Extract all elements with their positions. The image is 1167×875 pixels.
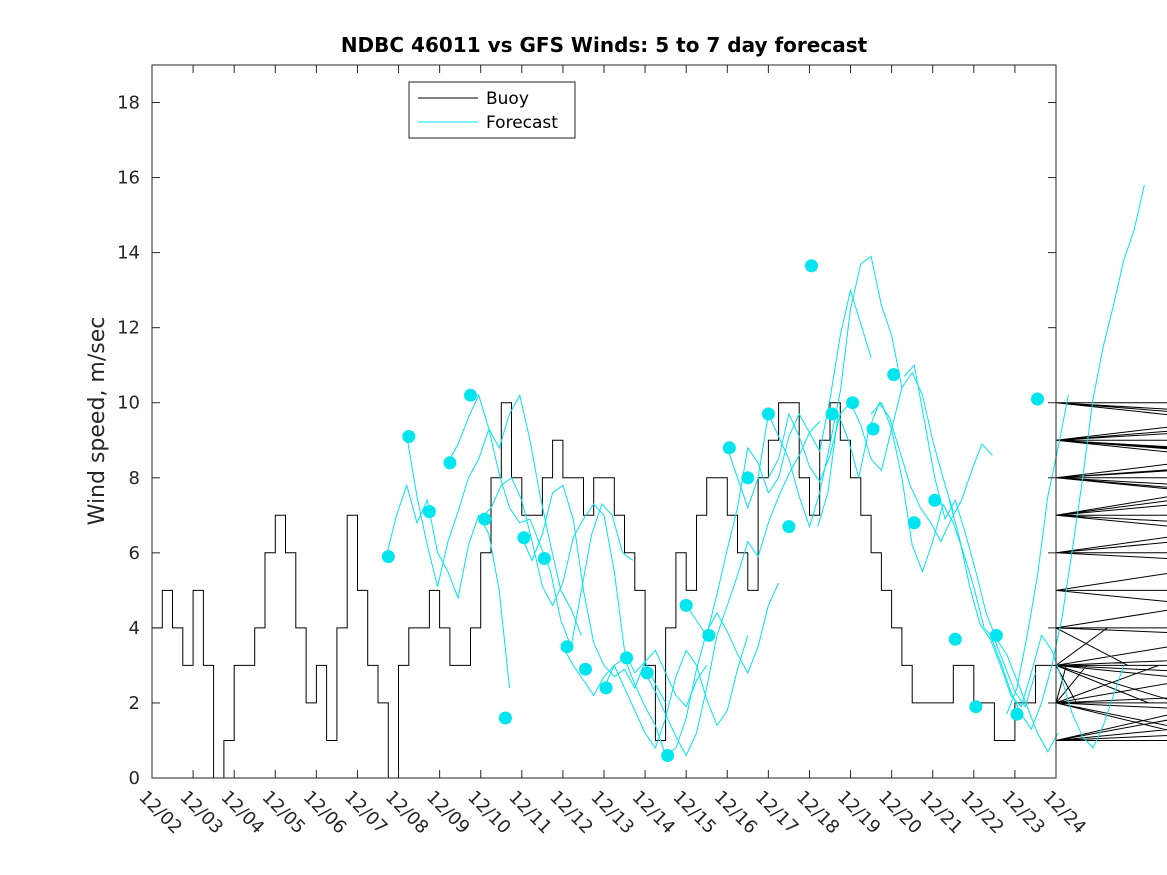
forecast-marker: [761, 407, 775, 421]
legend-box: [408, 81, 576, 139]
legend: Buoy Forecast: [408, 81, 576, 139]
forecast-marker: [805, 259, 818, 273]
forecast-marker: [498, 711, 512, 725]
y-tick-label: 8: [129, 468, 140, 489]
forecast-line: [447, 393, 634, 649]
forecast-series: [385, 184, 1145, 757]
forecast-marker: [478, 512, 492, 526]
forecast-marker: [702, 628, 716, 642]
forecast-line: [406, 393, 582, 636]
forecast-marker: [679, 598, 693, 612]
forecast-line: [685, 288, 872, 637]
forecast-marker: [422, 505, 436, 519]
forecast-marker: [825, 407, 839, 421]
forecast-marker: [402, 430, 416, 443]
y-tick-label: 10: [117, 393, 140, 414]
y-axis-label: Wind speed, m/sec: [85, 317, 110, 526]
y-tick-label: 14: [117, 243, 140, 264]
forecast-marker: [381, 550, 395, 564]
forecast-marker: [782, 520, 796, 534]
forecast-marker: [537, 552, 551, 565]
forecast-line: [870, 401, 1036, 708]
y-tick-label: 16: [117, 168, 140, 189]
forecast-line: [903, 364, 1059, 753]
forecast-marker: [887, 368, 901, 382]
forecast-marker: [560, 640, 574, 654]
forecast-line: [948, 500, 1125, 749]
y-tick-label: 0: [129, 768, 140, 789]
y-tick-label: 6: [129, 543, 140, 564]
forecast-line: [767, 371, 954, 512]
forecast-marker: [948, 632, 962, 646]
forecast-line: [385, 483, 510, 688]
forecast-marker: [620, 651, 634, 665]
forecast-marker: [741, 471, 755, 485]
forecast-marker: [464, 388, 477, 402]
forecast-marker: [989, 628, 1003, 642]
forecast-marker: [969, 700, 983, 714]
forecast-marker: [928, 493, 942, 507]
y-tick-label: 4: [129, 618, 140, 639]
forecast-line: [480, 477, 667, 704]
legend-forecast-label: Forecast: [486, 113, 558, 133]
forecast-line: [817, 401, 993, 543]
forecast-marker: [661, 749, 675, 762]
chart-title: NDBC 46011 vs GFS Winds: 5 to 7 day fore…: [341, 33, 868, 57]
forecast-marker: [846, 396, 860, 410]
forecast-line: [521, 484, 708, 708]
y-tick-label: 2: [129, 693, 140, 714]
forecast-marker: [443, 456, 457, 470]
forecast-marker: [907, 516, 921, 530]
forecast-marker: [1031, 392, 1044, 406]
forecast-marker: [866, 422, 880, 436]
forecast-marker: [1010, 707, 1024, 721]
forecast-line: [562, 635, 749, 750]
forecast-marker: [640, 666, 654, 680]
y-tick-label: 18: [117, 93, 140, 114]
legend-buoy-label: Buoy: [486, 89, 529, 109]
forecast-line: [726, 255, 903, 529]
forecast-marker: [722, 441, 736, 455]
forecast-line: [644, 421, 821, 757]
forecast-line: [989, 184, 1145, 731]
forecast-marker: [599, 681, 613, 695]
forecast-markers: [381, 259, 1044, 762]
forecast-marker: [579, 662, 592, 676]
forecast-line: [603, 582, 780, 757]
y-tick-label: 12: [117, 318, 140, 339]
forecast-marker: [517, 531, 531, 545]
forecast-line: [1006, 395, 1069, 715]
plot-area: [152, 65, 1056, 778]
y-axis: 0 2 4 6 8 10 12 14 16 18: [117, 93, 1056, 789]
